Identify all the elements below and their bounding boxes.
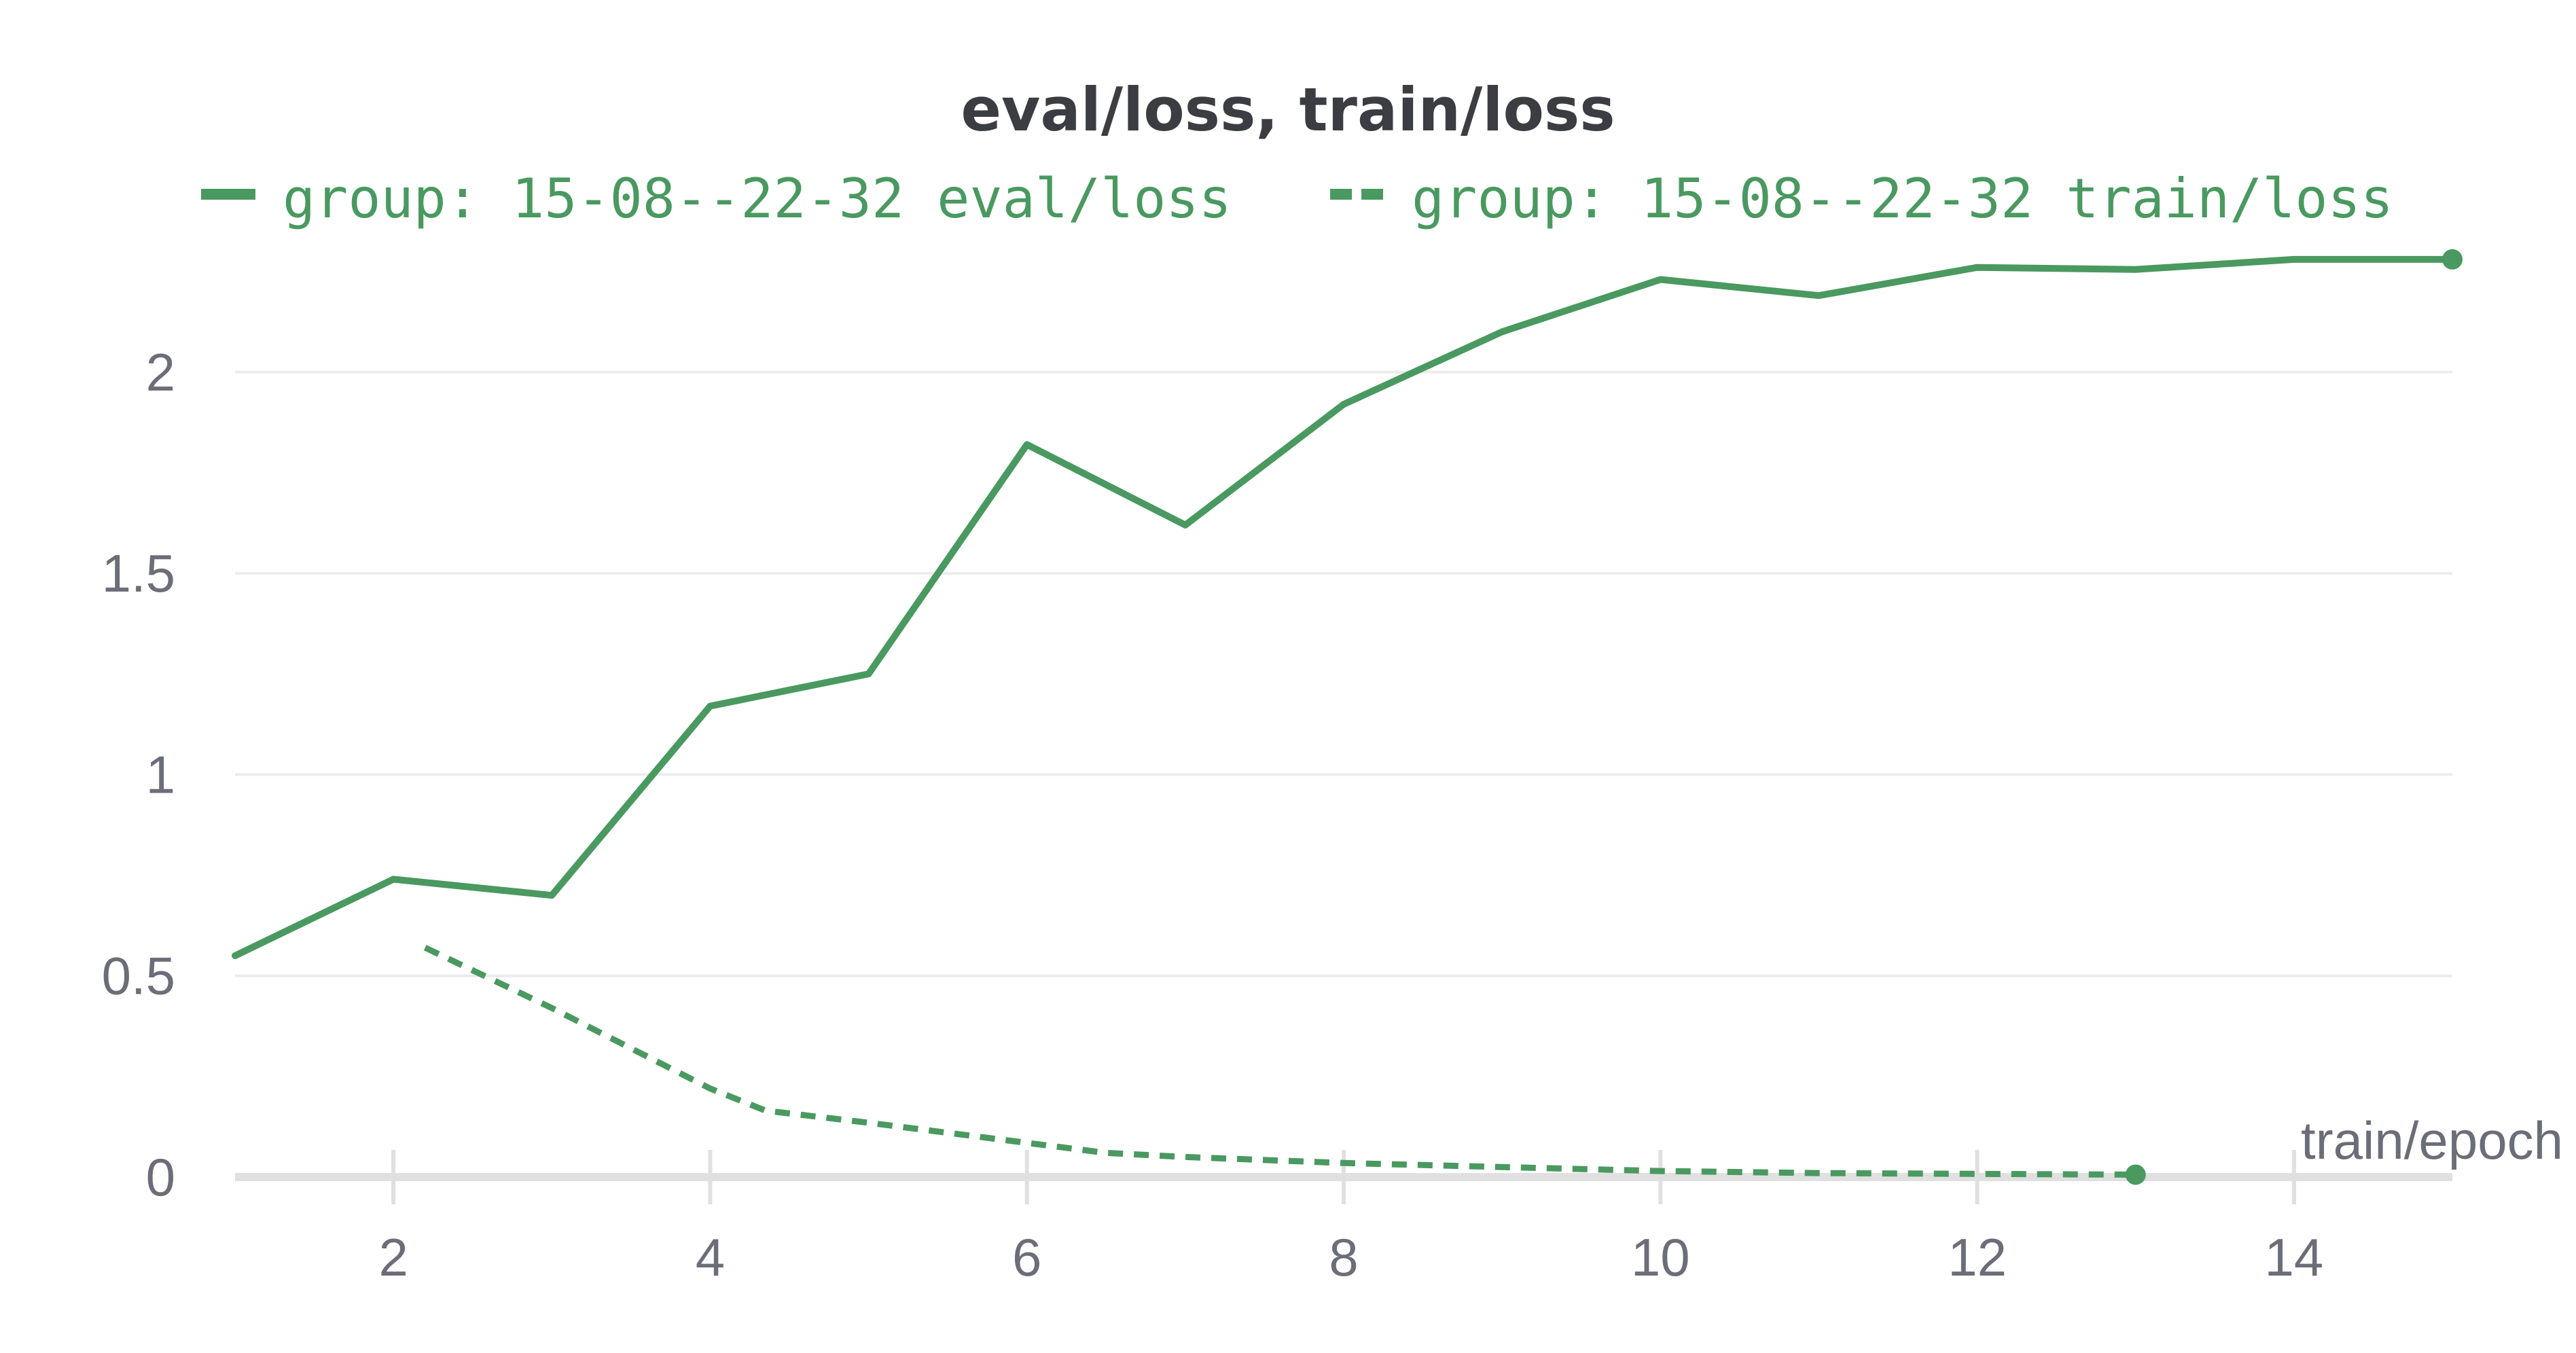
y-tick-label: 1 — [146, 744, 175, 804]
legend: group: 15-08--22-32 eval/loss group: 15-… — [201, 167, 2393, 230]
x-tick-label: 2 — [378, 1227, 408, 1287]
x-tick-label: 4 — [696, 1227, 725, 1287]
legend-item-eval-loss[interactable]: group: 15-08--22-32 eval/loss — [201, 167, 1232, 230]
legend-label-eval-loss: group: 15-08--22-32 eval/loss — [283, 167, 1232, 230]
x-tick-label: 12 — [1948, 1227, 2007, 1287]
y-tick-label: 2 — [146, 342, 175, 402]
series-line-train-loss[interactable] — [423, 945, 2136, 1178]
x-axis-ticks: 2 4 6 8 10 12 14 — [378, 1150, 2323, 1287]
series-layer — [232, 249, 2463, 1185]
x-axis-label: train/epoch — [2301, 1111, 2563, 1170]
y-tick-label: 1.5 — [102, 543, 175, 603]
gridlines — [235, 370, 2452, 977]
legend-label-train-loss: group: 15-08--22-32 train/loss — [1412, 167, 2393, 230]
series-line-eval-loss[interactable] — [232, 255, 2456, 960]
y-tick-label: 0.5 — [102, 946, 175, 1006]
x-tick-label: 14 — [2264, 1227, 2323, 1287]
y-axis-ticks: 0 0.5 1 1.5 2 — [102, 342, 175, 1207]
chart-title: eval/loss, train/loss — [961, 75, 1615, 145]
y-tick-label: 0 — [146, 1147, 175, 1207]
legend-item-train-loss[interactable]: group: 15-08--22-32 train/loss — [1330, 167, 2393, 230]
x-tick-label: 6 — [1012, 1227, 1041, 1287]
x-tick-label: 8 — [1329, 1227, 1358, 1287]
series-end-point — [2125, 1164, 2146, 1185]
series-end-point — [2442, 249, 2463, 270]
x-tick-label: 10 — [1631, 1227, 1690, 1287]
